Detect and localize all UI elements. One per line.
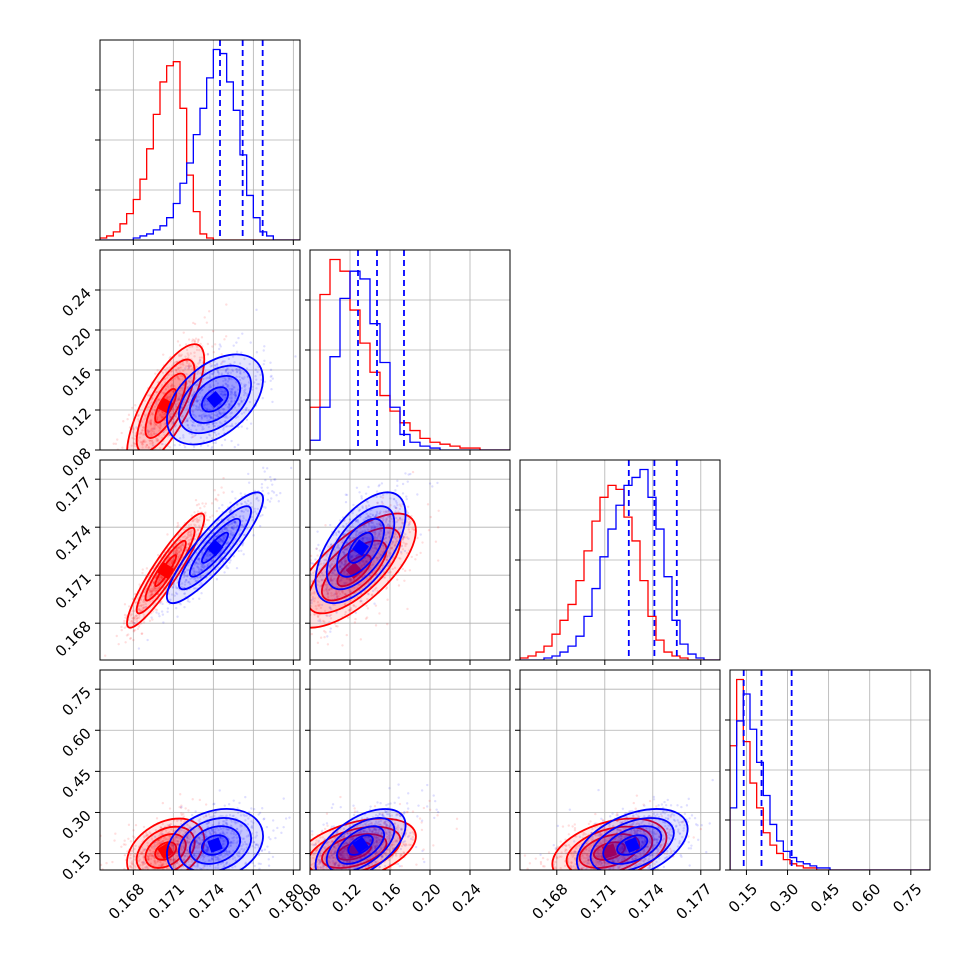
x-tick-label: 0.171 [576,880,619,923]
contours-blue-2-0 [166,491,264,605]
histogram-blue-1 [310,270,510,450]
x-tick-label: 0.177 [672,880,715,923]
contours-red-2-0 [126,512,206,629]
contours-blue-3-0 [166,808,264,870]
panel-frame [309,459,511,661]
x-tick-label: 0.60 [848,880,884,916]
histogram-blue-3 [730,693,930,870]
contours-blue-3-2 [575,808,689,870]
panel-3-3: 0.15 0.30 0.45 0.60 0.75 [725,669,931,916]
y-tick-label: 0.08 [58,444,94,480]
grid-lines [310,250,510,450]
panel-3-0: 0.1680.1710.1740.1770.1800.150.300.450.6… [58,669,308,923]
panel-2-1 [305,459,511,665]
x-tick-label: 0.20 [408,880,444,916]
histogram-red-3 [730,678,930,870]
panel-frame [309,669,511,871]
x-tick-label: 0.12 [328,880,364,916]
x-tick-label: 0.168 [105,880,148,923]
x-tick-label: 0.168 [528,880,571,923]
contours-blue-1-0 [166,353,264,446]
y-tick-label: 0.168 [52,617,95,660]
histogram-red-2 [520,484,720,660]
x-tick-label: 0.24 [448,880,484,916]
x-tick-label: 0.174 [624,880,667,923]
y-tick-label: 0.24 [58,284,94,320]
y-tick-label: 0.177 [52,473,95,516]
panel-3-1: 0.08 0.12 0.16 0.20 0.24 [288,669,511,916]
grid-lines [730,670,930,870]
grid-lines [310,670,510,870]
y-tick-label: 0.12 [58,404,94,440]
x-tick-label: 0.177 [225,880,268,923]
y-tick-label: 0.15 [58,848,94,884]
panel-frame [519,669,721,871]
y-tick-label: 0.60 [58,724,94,760]
panel-2-0: 0.168 0.171 0.174 0.177 [52,459,301,665]
histogram-blue-0 [100,48,300,240]
grid-lines [520,460,720,660]
y-tick-label: 0.75 [58,683,94,719]
y-tick-label: 0.20 [58,324,94,360]
panel-1-0: 0.08 0.12 0.16 0.20 0.24 [58,249,301,480]
grid-lines [100,40,300,240]
x-tick-label: 0.174 [185,880,228,923]
x-tick-label: 0.45 [807,880,843,916]
contours-blue-3-1 [314,808,407,870]
y-tick-label: 0.45 [58,765,94,801]
y-tick-label: 0.171 [52,569,95,612]
histogram-blue-2 [520,468,720,660]
x-tick-label: 0.15 [725,880,761,916]
panel-1-1 [305,249,511,455]
x-tick-label: 0.16 [368,880,404,916]
panel-0-0 [95,39,301,245]
scatter-blue-1-0 [135,308,297,450]
contours-blue-2-1 [314,491,407,605]
y-tick-label: 0.30 [58,807,94,843]
panel-2-2 [515,459,721,665]
panel-frame [99,669,301,871]
x-tick-label: 0.30 [766,880,802,916]
y-tick-label: 0.174 [52,521,95,564]
contours-red-1-0 [126,343,206,450]
x-tick-label: 0.75 [889,880,925,916]
panel-frame [99,249,301,451]
panel-3-2: 0.168 0.171 0.174 0.177 [515,669,721,923]
histogram-red-0 [100,61,300,240]
x-tick-label: 0.171 [145,880,188,923]
panel-frame [99,459,301,661]
y-tick-label: 0.16 [58,364,94,400]
